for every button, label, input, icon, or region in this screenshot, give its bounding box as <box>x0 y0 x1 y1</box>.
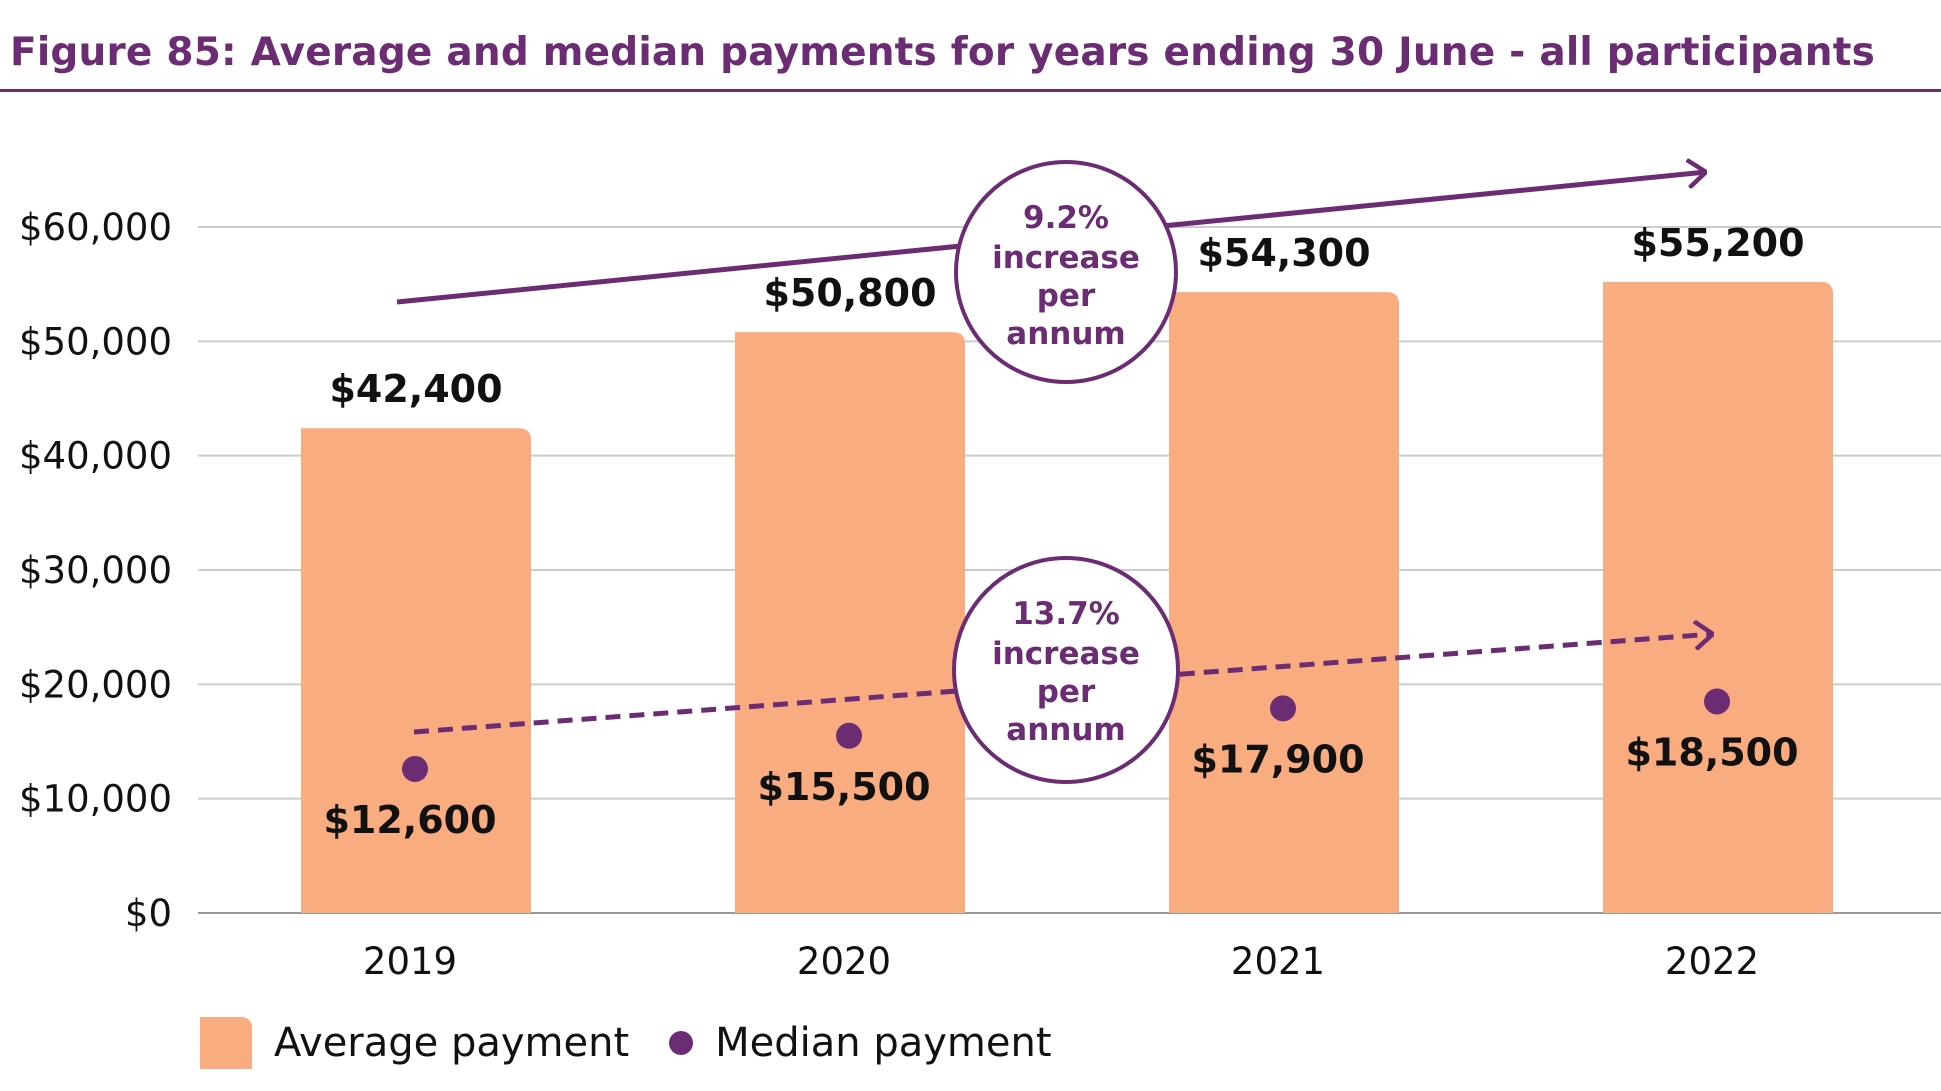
legend-label-average: Average payment <box>274 1020 630 1066</box>
x-tick-label: 2019 <box>363 940 457 983</box>
median-value-label: $17,900 <box>1191 737 1364 781</box>
y-tick-label: $10,000 <box>19 778 172 821</box>
median-payment-point <box>836 722 862 749</box>
y-tick-label: $40,000 <box>19 435 172 478</box>
average-growth-callout: 9.2% increase per annum <box>954 160 1178 384</box>
x-tick-label: 2021 <box>1231 940 1325 983</box>
median-payment-point <box>1270 695 1296 722</box>
legend-label-median: Median payment <box>715 1020 1052 1066</box>
median-payment-point <box>402 755 428 782</box>
x-tick-label: 2020 <box>797 940 891 983</box>
y-tick-label: $0 <box>125 892 172 935</box>
y-tick-label: $50,000 <box>19 320 172 363</box>
median-payment-point <box>1704 688 1730 715</box>
median-growth-line: annum <box>1006 712 1125 748</box>
average-growth-line: per <box>1037 278 1096 314</box>
average-payment-bar <box>735 332 965 914</box>
y-tick-label: $60,000 <box>19 206 172 249</box>
average-payment-swatch <box>200 1017 252 1069</box>
median-value-label: $15,500 <box>757 765 930 809</box>
average-growth-line: annum <box>1006 316 1125 352</box>
average-payment-bar <box>1169 292 1399 913</box>
average-value-label: $42,400 <box>329 367 502 411</box>
average-value-label: $54,300 <box>1197 231 1370 275</box>
legend-item-median: Median payment <box>669 1020 1052 1066</box>
median-growth-line: per <box>1037 674 1096 710</box>
average-payment-bar <box>301 428 531 913</box>
median-growth-line: increase <box>992 636 1140 672</box>
average-growth-line: increase <box>992 240 1140 276</box>
average-value-label: $55,200 <box>1631 221 1804 265</box>
average-payment-bar <box>1603 281 1833 913</box>
y-tick-label: $20,000 <box>19 663 172 706</box>
y-tick-label: $30,000 <box>19 549 172 592</box>
x-tick-label: 2022 <box>1665 940 1759 983</box>
median-growth-line: 13.7% <box>1012 596 1120 632</box>
legend: Average payment Median payment <box>200 1015 1092 1071</box>
chart-title: Figure 85: Average and median payments f… <box>10 30 1875 75</box>
median-value-label: $12,600 <box>323 798 496 842</box>
title-underline <box>0 89 1941 92</box>
average-value-label: $50,800 <box>763 271 936 315</box>
legend-item-average: Average payment <box>200 1017 629 1069</box>
median-growth-callout: 13.7% increase per annum <box>952 556 1180 784</box>
median-payment-marker <box>669 1031 694 1055</box>
median-value-label: $18,500 <box>1625 730 1798 774</box>
average-growth-line: 9.2% <box>1023 200 1109 236</box>
